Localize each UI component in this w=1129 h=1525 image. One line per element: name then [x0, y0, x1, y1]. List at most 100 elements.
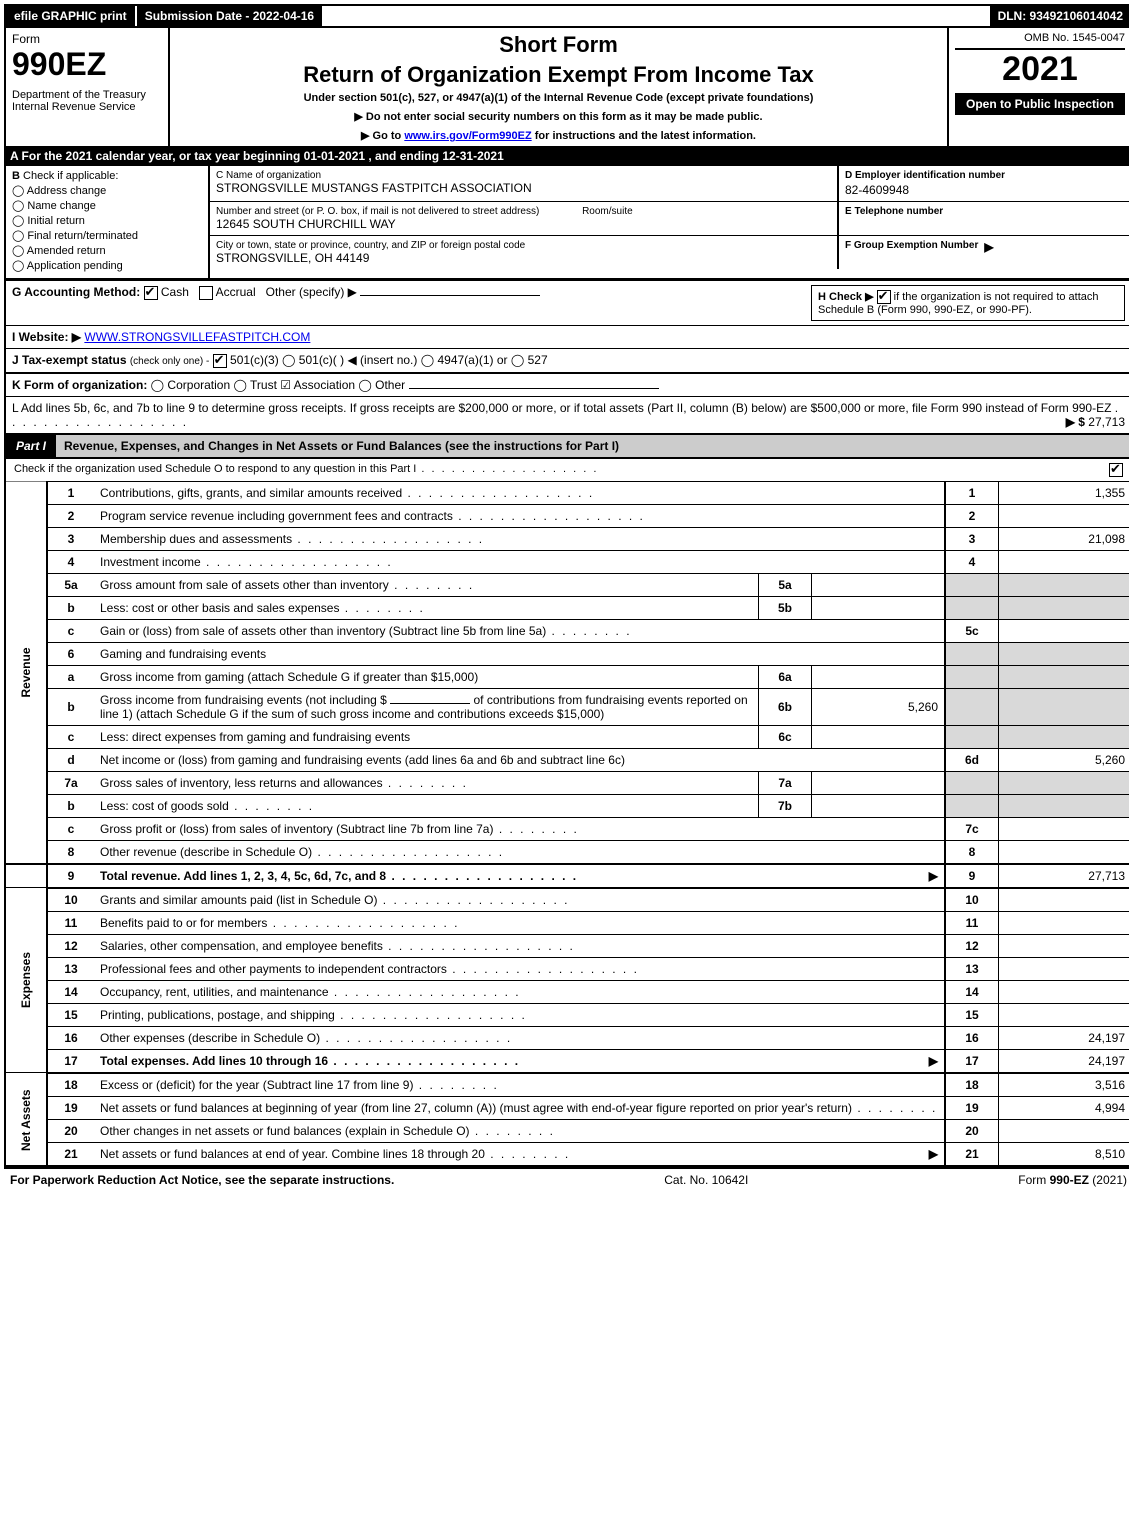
- ln-21-arrow: ▶: [929, 1147, 938, 1161]
- k-label: K Form of organization:: [12, 378, 147, 392]
- chk-amended-return[interactable]: ◯ Amended return: [12, 244, 202, 257]
- chk-initial-return[interactable]: ◯ Initial return: [12, 214, 202, 227]
- efile-print-label[interactable]: efile GRAPHIC print: [6, 6, 135, 26]
- chk-schedule-b[interactable]: [877, 290, 891, 304]
- part-i-subnote: Check if the organization used Schedule …: [4, 459, 1129, 481]
- ein-value: 82-4609948: [845, 183, 1125, 197]
- accounting-method-row: G Accounting Method: Cash Accrual Other …: [4, 280, 1129, 325]
- g-other-line: [360, 295, 540, 296]
- check-if-applicable: Check if applicable:: [23, 170, 118, 182]
- part-i-header: Part I Revenue, Expenses, and Changes in…: [4, 435, 1129, 459]
- chk-application-pending[interactable]: ◯ Application pending: [12, 259, 202, 272]
- instructions-link-line: ▶ Go to www.irs.gov/Form990EZ for instru…: [178, 129, 939, 142]
- chk-name-change[interactable]: ◯ Name change: [12, 199, 202, 212]
- chk-final-return-label: Final return/terminated: [27, 230, 138, 242]
- ln-7b-sub: 7b: [759, 794, 812, 817]
- ln-5a-desc: Gross amount from sale of assets other t…: [100, 578, 474, 592]
- ln-6-rnum-grey: [945, 642, 999, 665]
- chk-accrual[interactable]: [199, 286, 213, 300]
- ln-2-desc: Program service revenue including govern…: [100, 509, 645, 523]
- ln-2-rnum: 2: [945, 504, 999, 527]
- e-label: E Telephone number: [845, 206, 1125, 217]
- ssn-warning: ▶ Do not enter social security numbers o…: [178, 110, 939, 123]
- f-arrow: ▶: [984, 240, 993, 254]
- ein-cell: D Employer identification number 82-4609…: [839, 166, 1129, 201]
- ln-13-desc: Professional fees and other payments to …: [100, 962, 639, 976]
- ln-5a-sub: 5a: [759, 573, 812, 596]
- l-arrow: ▶ $: [1066, 415, 1085, 429]
- ln-6-desc: Gaming and fundraising events: [100, 647, 266, 661]
- website-row: I Website: ▶ WWW.STRONGSVILLEFASTPITCH.C…: [4, 325, 1129, 348]
- ln-16-num: 16: [47, 1026, 94, 1049]
- ln-5b-num: b: [47, 596, 94, 619]
- website-link[interactable]: WWW.STRONGSVILLEFASTPITCH.COM: [84, 330, 310, 344]
- ln-6b-desc-pre: Gross income from fundraising events (no…: [100, 693, 387, 707]
- ln-5a-rval-grey: [999, 573, 1129, 596]
- ln-5a-rnum-grey: [945, 573, 999, 596]
- ln-7c-desc: Gross profit or (loss) from sales of inv…: [100, 822, 579, 836]
- header-right-block: OMB No. 1545-0047 2021 Open to Public In…: [949, 28, 1129, 146]
- ln-6b-rnum-grey: [945, 688, 999, 725]
- ln-20-desc: Other changes in net assets or fund bala…: [100, 1124, 555, 1138]
- ln-9-desc: Total revenue. Add lines 1, 2, 3, 4, 5c,…: [100, 869, 578, 883]
- ln-6a-subval: [812, 665, 946, 688]
- ln-10-rval: [999, 888, 1129, 912]
- ln-11-rval: [999, 911, 1129, 934]
- part-i-title: Revenue, Expenses, and Changes in Net As…: [56, 435, 1129, 457]
- ln-6d-num: d: [47, 748, 94, 771]
- ln-6c-sub: 6c: [759, 725, 812, 748]
- street-value: 12645 SOUTH CHURCHILL WAY: [216, 217, 831, 231]
- form-header: Form 990EZ Department of the Treasury In…: [4, 28, 1129, 146]
- ln-7a-subval: [812, 771, 946, 794]
- ln-8-rnum: 8: [945, 840, 999, 864]
- ln-1-rval: 1,355: [999, 481, 1129, 504]
- ln-6a-rval-grey: [999, 665, 1129, 688]
- j-options: 501(c)(3) ◯ 501(c)( ) ◀ (insert no.) ◯ 4…: [230, 353, 548, 367]
- ln-13-rnum: 13: [945, 957, 999, 980]
- dln-label: DLN: 93492106014042: [990, 6, 1129, 26]
- form-number: 990EZ: [12, 46, 162, 83]
- ln-7a-sub: 7a: [759, 771, 812, 794]
- ln-1-desc: Contributions, gifts, grants, and simila…: [100, 486, 594, 500]
- street-cell: Number and street (or P. O. box, if mail…: [210, 202, 839, 235]
- ln-14-num: 14: [47, 980, 94, 1003]
- subtitle: Under section 501(c), 527, or 4947(a)(1)…: [178, 92, 939, 104]
- ln-6d-rval: 5,260: [999, 748, 1129, 771]
- ln-15-desc: Printing, publications, postage, and shi…: [100, 1008, 527, 1022]
- org-name: STRONGSVILLE MUSTANGS FASTPITCH ASSOCIAT…: [216, 181, 831, 195]
- footer-right: Form 990-EZ (2021): [1018, 1173, 1127, 1187]
- irs-form-link[interactable]: www.irs.gov/Form990EZ: [404, 130, 531, 142]
- ln-2-rval: [999, 504, 1129, 527]
- ln-5c-rval: [999, 619, 1129, 642]
- ln-6b-blank: [390, 703, 470, 704]
- ln-5b-desc: Less: cost or other basis and sales expe…: [100, 601, 425, 615]
- chk-address-change[interactable]: ◯ Address change: [12, 184, 202, 197]
- city-value: STRONGSVILLE, OH 44149: [216, 251, 831, 265]
- ln-4-desc: Investment income: [100, 555, 393, 569]
- ln-4-rnum: 4: [945, 550, 999, 573]
- f-label: F Group Exemption Number: [845, 240, 978, 254]
- telephone-cell: E Telephone number: [839, 202, 1129, 235]
- ln-13-rval: [999, 957, 1129, 980]
- chk-501c3[interactable]: [213, 354, 227, 368]
- ln-14-rval: [999, 980, 1129, 1003]
- ln-11-desc: Benefits paid to or for members: [100, 916, 459, 930]
- group-exemption-cell: F Group Exemption Number ▶: [839, 236, 1129, 269]
- city-label: City or town, state or province, country…: [216, 240, 831, 251]
- chk-cash[interactable]: [144, 286, 158, 300]
- ln-13-num: 13: [47, 957, 94, 980]
- h-checkbox-box: H Check ▶ if the organization is not req…: [811, 285, 1125, 321]
- chk-schedule-o[interactable]: [1109, 463, 1123, 477]
- entity-info-block: B Check if applicable: ◯ Address change …: [4, 166, 1129, 280]
- ln-6a-sub: 6a: [759, 665, 812, 688]
- ln-12-num: 12: [47, 934, 94, 957]
- ln-3-rval: 21,098: [999, 527, 1129, 550]
- submission-date-label: Submission Date - 2022-04-16: [135, 6, 322, 26]
- h-label: H Check ▶: [818, 291, 874, 303]
- chk-final-return[interactable]: ◯ Final return/terminated: [12, 229, 202, 242]
- ln-12-desc: Salaries, other compensation, and employ…: [100, 939, 575, 953]
- omb-number: OMB No. 1545-0047: [955, 32, 1125, 50]
- ln-15-rval: [999, 1003, 1129, 1026]
- ln-5b-rval-grey: [999, 596, 1129, 619]
- ln-1-rnum: 1: [945, 481, 999, 504]
